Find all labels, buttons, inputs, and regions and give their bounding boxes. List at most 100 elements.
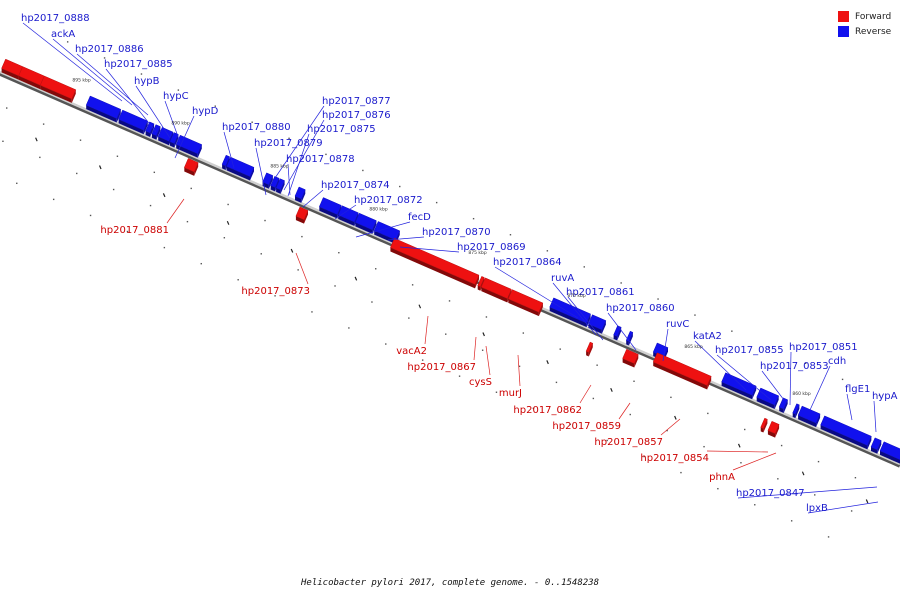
gene-front-face xyxy=(262,182,269,189)
gene-front-face xyxy=(294,196,302,203)
gene-label: hp2017_0878 xyxy=(286,154,355,165)
track-dot xyxy=(583,266,585,268)
gene-end-face xyxy=(586,313,591,328)
gene-label: hp2017_0880 xyxy=(222,122,291,133)
track-dot xyxy=(214,105,216,107)
gene-hp2017_0886 xyxy=(145,121,155,138)
leader-line xyxy=(295,252,309,285)
gene-front-face xyxy=(390,247,476,289)
gene-front-face xyxy=(477,285,481,291)
gene-label: ackA xyxy=(51,29,75,40)
gene-hp2017_0877 xyxy=(275,178,285,194)
track-dot xyxy=(103,57,106,59)
track-dot xyxy=(140,73,143,75)
gene-front-face xyxy=(176,144,198,158)
track-mark xyxy=(801,471,805,476)
track-dot xyxy=(200,262,202,265)
leader-line xyxy=(807,501,879,514)
gene-hp2017_0879 xyxy=(262,172,274,189)
gene-label: katA2 xyxy=(693,331,722,342)
track-dot xyxy=(546,250,549,252)
track-dot xyxy=(717,487,719,490)
leader-line xyxy=(846,393,853,421)
gene-front-face xyxy=(374,230,396,245)
gene-label: hp2017_0851 xyxy=(789,342,858,353)
tick-label: 890 kbp xyxy=(171,120,189,126)
track-mark xyxy=(290,248,294,253)
track-dot xyxy=(790,520,793,522)
gene-front-face xyxy=(158,136,169,146)
track-dot xyxy=(260,253,262,255)
gene-front-face xyxy=(184,167,195,176)
track-dot xyxy=(559,348,561,350)
gene-end-face xyxy=(867,436,872,450)
gene-end-face xyxy=(197,144,202,158)
leader-line xyxy=(485,345,491,376)
gene-hypC xyxy=(169,132,179,148)
gene-front-face xyxy=(86,105,117,123)
gene-end-face xyxy=(588,343,593,357)
track-dot xyxy=(448,300,451,302)
track-dot xyxy=(311,311,313,313)
track-dot xyxy=(79,139,82,141)
legend-reverse-swatch xyxy=(838,26,849,37)
gene-end-face xyxy=(634,354,639,368)
gene-label: cysS xyxy=(469,377,492,388)
gene-front-face xyxy=(760,427,764,433)
track-dot xyxy=(485,316,488,318)
gene-label: hp2017_0888 xyxy=(21,13,90,24)
gene-front-face xyxy=(40,85,72,103)
leader-line xyxy=(223,131,235,169)
track-dot xyxy=(495,391,498,393)
gene-end-face xyxy=(174,134,179,148)
legend-forward-swatch xyxy=(838,11,849,22)
track-mark xyxy=(610,387,613,392)
track-dot xyxy=(817,460,820,463)
gene-hypD xyxy=(175,134,203,158)
track-dot xyxy=(385,343,387,345)
gene-end-face xyxy=(601,320,606,334)
gene-label: ruvC xyxy=(666,319,689,330)
gene-end-face xyxy=(156,126,161,140)
track-dot xyxy=(606,439,608,442)
track-dot xyxy=(754,504,756,506)
track-dot xyxy=(620,282,622,284)
track-dot xyxy=(814,494,816,496)
leader-line xyxy=(135,85,171,139)
gene-end-face xyxy=(280,180,285,194)
gene-front-face xyxy=(1,68,19,80)
track-dot xyxy=(694,314,696,316)
gene-label: hp2017_0867 xyxy=(407,362,476,373)
track-mark xyxy=(226,220,230,225)
track-dot xyxy=(555,381,558,384)
gene-label: ruvA xyxy=(551,273,574,284)
gene-label: hypC xyxy=(163,91,189,102)
track-dot xyxy=(163,246,166,249)
track-dot xyxy=(297,269,299,271)
gene-label: hp2017_0854 xyxy=(640,453,709,464)
leader-line xyxy=(789,351,792,406)
leader-line xyxy=(737,486,878,499)
track-dot xyxy=(149,204,152,207)
gene-label: hp2017_0864 xyxy=(493,257,562,268)
leader-line xyxy=(355,221,411,238)
gene-label: hp2017_0876 xyxy=(322,110,391,121)
gene-front-face xyxy=(721,381,753,400)
track-dot xyxy=(740,462,742,464)
tick-label: 895 kbp xyxy=(72,77,90,83)
gene-end-face xyxy=(617,327,622,341)
leader-line xyxy=(761,370,785,401)
track-dot xyxy=(66,41,69,43)
track-dot xyxy=(435,201,438,204)
gene-label: fecD xyxy=(408,212,431,223)
gene-hp2017_0873 xyxy=(295,206,309,224)
gene-end-face xyxy=(774,395,779,410)
gene-hp2017_0854 xyxy=(760,417,768,433)
gene-hp2017_0860-a xyxy=(613,325,622,341)
gene-hp2017_0875 xyxy=(294,186,306,203)
leader-line xyxy=(287,133,310,197)
leader-line xyxy=(287,163,291,196)
track-dot xyxy=(629,413,631,416)
gene-end-face xyxy=(877,440,882,454)
gene-front-face xyxy=(481,287,508,303)
